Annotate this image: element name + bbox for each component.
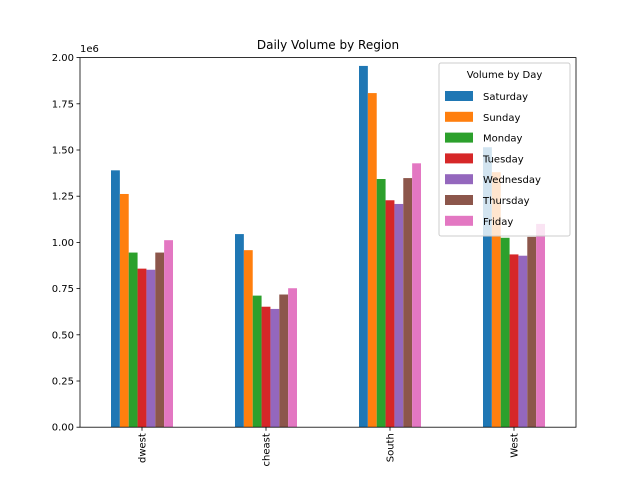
x-tick-label: South (386, 433, 397, 462)
y-tick-label: 1.50 (52, 146, 74, 157)
y-axis: 0.00 0.25 0.50 0.75 1.00 1.25 1.50 1.75 2.00 (52, 53, 80, 434)
bar-tuesday-2 (385, 200, 395, 428)
legend-swatch-thursday (445, 195, 473, 205)
y-scale-label: 1e6 (80, 44, 99, 55)
legend-label-sunday: Sunday (483, 113, 520, 124)
legend-swatch-tuesday (445, 153, 473, 164)
bar-tuesday-3 (509, 254, 519, 428)
legend-swatch-sunday (445, 111, 473, 122)
x-tick-label: West (510, 433, 521, 458)
x-tick-label: cheast (262, 433, 273, 466)
y-tick-label: 0.50 (52, 330, 74, 341)
bar-wednesday-3 (518, 255, 528, 428)
legend-swatch-saturday (445, 91, 473, 101)
bar-saturday-2 (359, 65, 368, 428)
bar-monday-1 (252, 295, 262, 428)
bar-friday-0 (164, 240, 173, 428)
bar-sunday-1 (243, 250, 253, 428)
y-tick-label: 0.25 (52, 377, 74, 388)
y-tick-label: 1.00 (52, 238, 74, 249)
bar-friday-3 (536, 223, 545, 428)
legend-box (438, 62, 571, 237)
chart-title: Daily Volume by Region (257, 38, 399, 52)
x-axis: dwest cheast South West (138, 427, 521, 466)
y-tick-label: 0.75 (52, 284, 74, 295)
legend-label-wednesday: Wednesday (483, 175, 541, 186)
bar-wednesday-1 (270, 308, 280, 428)
bar-sunday-0 (119, 193, 129, 428)
legend-label-tuesday: Tuesday (482, 154, 524, 165)
bar-thursday-2 (403, 178, 413, 428)
bar-friday-1 (288, 288, 297, 428)
bar-thursday-3 (527, 236, 537, 428)
bar-tuesday-0 (137, 268, 147, 428)
x-tick-label: dwest (138, 433, 149, 463)
legend: Volume by Day Saturday Sunday Monday Tuesday… (438, 62, 571, 237)
legend-label-monday: Monday (483, 134, 523, 145)
y-tick-label: 1.25 (52, 192, 74, 203)
bar-sunday-2 (367, 93, 377, 428)
legend-label-thursday: Thursday (482, 196, 530, 207)
legend-swatch-wednesday (445, 174, 473, 185)
bar-saturday-3 (483, 147, 492, 428)
bar-tuesday-1 (261, 306, 271, 428)
bar-wednesday-2 (394, 203, 404, 428)
bar-thursday-1 (279, 294, 289, 428)
bar-thursday-0 (155, 252, 165, 428)
bar-friday-2 (412, 163, 421, 428)
legend-label-friday: Friday (483, 217, 513, 228)
legend-title: Volume by Day (467, 70, 543, 81)
bar-sunday-3 (491, 172, 501, 428)
bar-saturday-0 (111, 170, 120, 428)
legend-swatch-monday (445, 132, 473, 143)
y-tick-label: 1.75 (52, 99, 74, 110)
y-tick-label: 2.00 (52, 53, 74, 64)
bar-monday-2 (376, 179, 386, 428)
bar-saturday-1 (235, 234, 244, 428)
bar-wednesday-0 (146, 269, 156, 428)
plot-area (79, 57, 577, 428)
legend-label-saturday: Saturday (483, 92, 528, 103)
bar-monday-0 (128, 252, 138, 428)
bar-monday-3 (500, 237, 510, 428)
y-tick-label: 0.00 (52, 423, 74, 434)
legend-swatch-friday (445, 215, 473, 226)
